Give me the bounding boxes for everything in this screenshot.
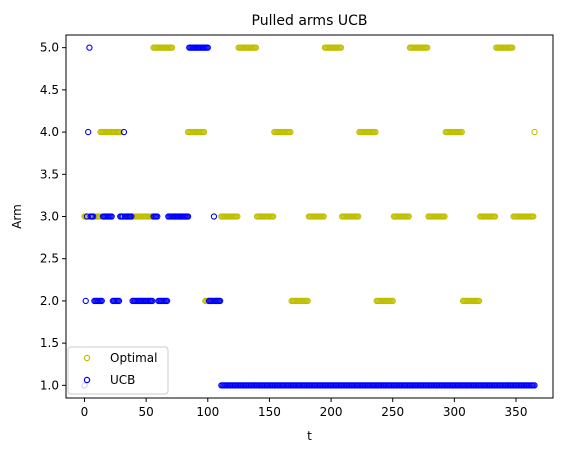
point-optimal xyxy=(372,128,379,136)
legend-marker-optimal xyxy=(83,354,91,362)
y-tick-label: 3.0 xyxy=(40,210,59,224)
y-tick-label: 4.0 xyxy=(40,125,59,139)
plot-marks xyxy=(81,44,538,389)
x-tick-label: 0 xyxy=(81,405,89,419)
point-optimal xyxy=(405,213,412,220)
legend-box xyxy=(67,346,169,395)
point-optimal xyxy=(269,213,277,220)
x-tick-label: 350 xyxy=(505,405,528,419)
point-optimal xyxy=(441,213,448,220)
point-optimal xyxy=(530,213,537,220)
x-tick-label: 50 xyxy=(138,405,153,419)
point-ucb xyxy=(128,213,135,220)
point-ucb xyxy=(120,128,128,136)
point-ucb xyxy=(531,382,538,389)
point-ucb xyxy=(154,213,161,220)
point-optimal xyxy=(355,213,362,220)
x-axis-label: t xyxy=(307,429,312,443)
point-optimal xyxy=(234,213,241,220)
x-axis: 0 50 100 150 200 250 300 350 xyxy=(81,398,528,419)
point-optimal xyxy=(509,44,516,51)
point-optimal xyxy=(475,297,483,305)
point-ucb xyxy=(204,44,211,51)
legend: Optimal UCB xyxy=(67,346,169,395)
y-tick-label: 2.0 xyxy=(40,294,59,308)
y-axis-label: Arm xyxy=(10,204,24,229)
point-optimal xyxy=(424,44,431,51)
point-ucb xyxy=(108,213,115,220)
point-optimal xyxy=(337,44,345,51)
point-ucb xyxy=(163,297,171,305)
point-optimal xyxy=(389,297,396,305)
legend-marker-ucb xyxy=(83,376,91,384)
y-tick-label: 3.5 xyxy=(40,167,59,181)
point-ucb xyxy=(210,213,218,220)
y-tick-label: 2.5 xyxy=(40,252,59,266)
y-tick-label: 5.0 xyxy=(40,41,59,55)
point-ucb xyxy=(216,297,224,305)
point-ucb xyxy=(82,297,89,305)
x-tick-label: 250 xyxy=(381,405,404,419)
x-tick-label: 200 xyxy=(320,405,343,419)
point-ucb xyxy=(98,297,105,305)
x-tick-label: 100 xyxy=(196,405,219,419)
x-tick-label: 300 xyxy=(443,405,466,419)
y-axis: 1.0 1.5 2.0 2.5 3.0 3.5 4.0 4.5 5.0 xyxy=(40,41,66,392)
legend-label-ucb: UCB xyxy=(110,373,135,387)
point-ucb xyxy=(85,128,92,136)
point-optimal xyxy=(168,44,176,51)
point-optimal xyxy=(252,44,260,51)
point-optimal xyxy=(320,213,327,220)
point-optimal xyxy=(304,297,311,305)
point-optimal xyxy=(117,128,124,136)
point-ucb xyxy=(86,44,93,51)
legend-label-optimal: Optimal xyxy=(110,351,157,365)
point-optimal xyxy=(491,213,499,220)
point-optimal xyxy=(287,128,294,136)
y-tick-label: 1.5 xyxy=(40,336,59,350)
x-tick-label: 150 xyxy=(258,405,281,419)
point-ucb xyxy=(115,297,123,305)
point-optimal xyxy=(531,128,538,136)
point-optimal xyxy=(458,128,465,136)
point-optimal xyxy=(200,128,208,136)
y-tick-label: 1.0 xyxy=(40,378,59,392)
y-tick-label: 4.5 xyxy=(40,83,59,97)
point-ucb xyxy=(184,213,192,220)
point-ucb xyxy=(89,213,97,220)
chart-title: Pulled arms UCB xyxy=(252,13,368,29)
point-ucb xyxy=(149,297,156,305)
